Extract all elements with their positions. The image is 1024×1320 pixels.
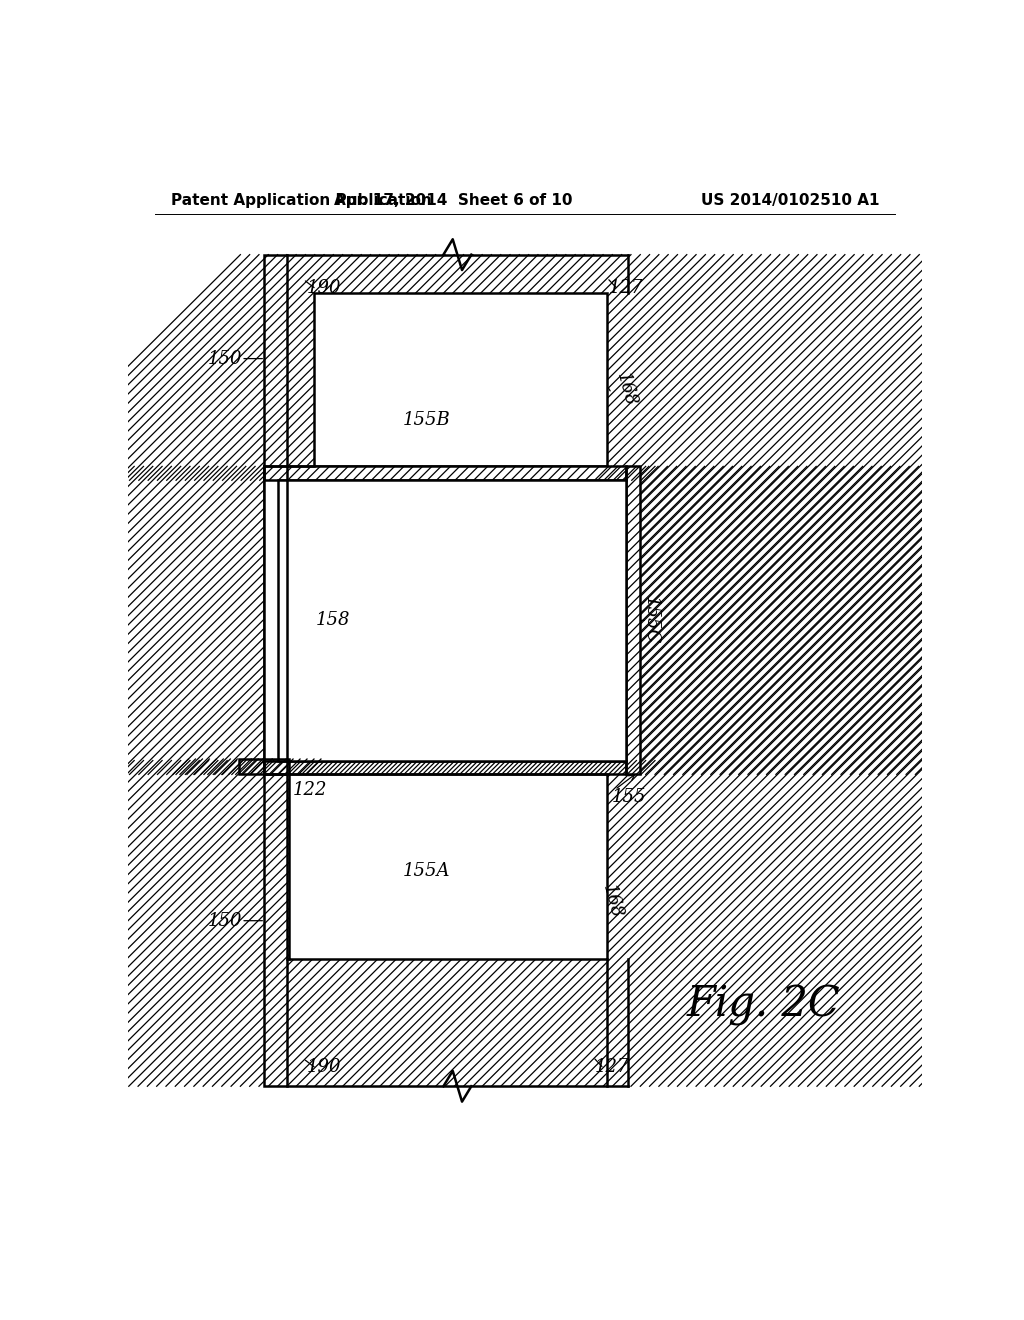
Text: 150: 150	[208, 912, 243, 929]
Bar	[239, 759, 289, 775]
Text: 150: 150	[208, 350, 243, 367]
Bar	[626, 466, 640, 775]
Text: US 2014/0102510 A1: US 2014/0102510 A1	[701, 193, 880, 209]
Text: 168: 168	[613, 371, 639, 408]
Bar	[263, 760, 626, 775]
Bar	[626, 466, 640, 775]
Bar	[263, 466, 626, 480]
Text: 155: 155	[611, 788, 646, 807]
Text: Fig. 2C: Fig. 2C	[687, 985, 841, 1027]
Bar	[263, 255, 287, 1086]
Bar	[278, 480, 626, 760]
Text: Apr. 17, 2014  Sheet 6 of 10: Apr. 17, 2014 Sheet 6 of 10	[334, 193, 572, 209]
Bar	[263, 255, 287, 1086]
Bar	[263, 760, 626, 775]
Text: 127: 127	[595, 1059, 629, 1076]
Text: 127: 127	[608, 279, 643, 297]
Text: 158: 158	[315, 611, 350, 630]
Bar	[239, 759, 289, 775]
Text: 122: 122	[292, 781, 327, 799]
Text: 190: 190	[306, 1059, 341, 1076]
Text: 155A: 155A	[402, 862, 451, 879]
Text: 190: 190	[306, 279, 341, 297]
Bar	[314, 293, 607, 466]
Text: 155B: 155B	[402, 412, 451, 429]
Text: 168: 168	[599, 883, 626, 920]
Bar	[263, 466, 626, 480]
Text: 155C: 155C	[642, 597, 660, 644]
Bar	[263, 466, 640, 775]
Bar	[289, 775, 607, 960]
Text: Patent Application Publication: Patent Application Publication	[171, 193, 431, 209]
